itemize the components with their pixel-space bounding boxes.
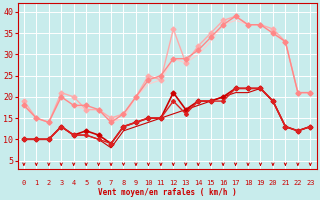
X-axis label: Vent moyen/en rafales ( km/h ): Vent moyen/en rafales ( km/h ) xyxy=(98,188,236,197)
